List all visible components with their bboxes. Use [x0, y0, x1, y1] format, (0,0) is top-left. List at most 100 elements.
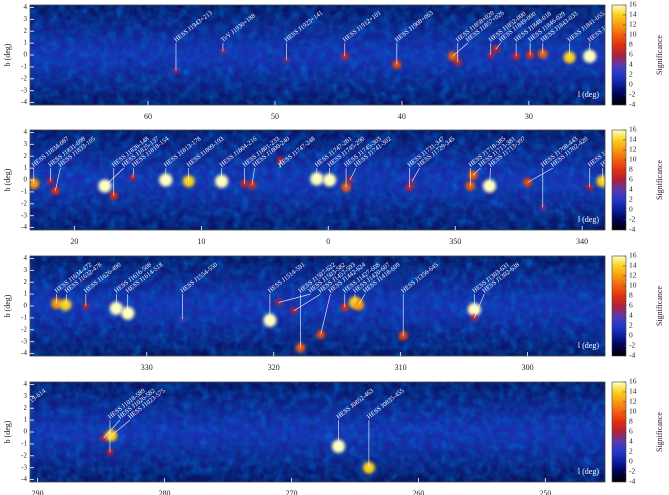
x-tick-label: 310 [395, 363, 407, 372]
y-tick-label: -4 [21, 349, 27, 357]
label-pointer [251, 168, 255, 185]
y-tick-label: 1 [24, 290, 28, 298]
y-tick-label: 0 [24, 302, 28, 310]
colorbar-tick-label: 4 [629, 60, 633, 69]
colorbar-label: Significance [655, 412, 664, 452]
x-tick-label: 260 [412, 489, 424, 495]
x-tick-label: 270 [285, 489, 297, 495]
colorbar-tick-label: 12 [629, 145, 637, 154]
colorbar-label: Significance [655, 35, 664, 75]
source-blob [275, 299, 283, 306]
y-tick-label: 1 [24, 39, 28, 47]
source-blob [482, 179, 497, 193]
y-tick-label: 2 [24, 152, 28, 160]
x-tick-label: 60 [144, 112, 152, 121]
y-tick-label: 4 [24, 128, 28, 136]
source-blob [596, 175, 605, 188]
colorbar-tick-label: 6 [629, 301, 633, 310]
colorbar-tick-label: -2 [629, 90, 635, 99]
y-tick-label: 0 [24, 428, 28, 436]
colorbar-tick-label: 10 [629, 155, 637, 164]
y-tick-label: -3 [21, 211, 27, 219]
x-tick-label: 350 [449, 237, 461, 246]
y-tick-label: -2 [21, 451, 27, 459]
x-tick-label: 330 [141, 363, 153, 372]
colorbar-tick-label: 4 [629, 437, 633, 446]
label-pointer [278, 293, 311, 303]
colorbar-tick-label: 10 [629, 30, 637, 39]
colorbar-tick-label: 14 [629, 261, 637, 270]
x-tick-label: 290 [32, 489, 44, 495]
map-noise [30, 382, 605, 482]
map: HESS J1943+213 TeV J1930+188 HESS J1923+14… [30, 5, 605, 105]
colorbar-tick-label: 16 [629, 377, 637, 386]
y-tick-label: -2 [21, 199, 27, 207]
colorbar-tick-label: -4 [629, 225, 635, 234]
x-tick-label: 280 [159, 489, 171, 495]
label-pointer [527, 167, 553, 183]
source-blob [290, 307, 298, 315]
x-tick-label: 300 [522, 363, 534, 372]
y-tick-label: 4 [24, 380, 28, 388]
colorbar-tick-label: 16 [629, 125, 637, 134]
y-tick-label: 2 [24, 27, 28, 35]
colorbar-tick-label: 14 [629, 387, 637, 396]
x-tick-label: 0 [326, 237, 330, 246]
y-tick-label: -2 [21, 325, 27, 333]
colorbar-tick-label: 10 [629, 407, 637, 416]
y-axis-label: b (deg) [3, 420, 12, 443]
label-pointer [452, 42, 468, 57]
colorbar-tick-label: 0 [629, 80, 633, 89]
colorbar-tick-label: 12 [629, 271, 637, 280]
label-pointer [358, 293, 366, 305]
colorbar-tick-label: 14 [629, 135, 637, 144]
y-tick-label: 3 [24, 140, 28, 148]
colorbar-label: Significance [655, 160, 664, 200]
colorbar-tick-label: 4 [629, 311, 633, 320]
colorbar-tick-label: 16 [629, 0, 637, 9]
y-tick-label: -4 [21, 475, 27, 483]
x-tick-label: 320 [268, 363, 280, 372]
y-tick-label: -3 [21, 463, 27, 471]
y-axis-label: b (deg) [3, 294, 12, 317]
colorbar-tick-label: -2 [629, 341, 635, 350]
colorbar-tick-label: 12 [629, 397, 637, 406]
y-tick-label: 0 [24, 51, 28, 59]
y-tick-label: 4 [24, 254, 28, 262]
colorbar-tick-label: 8 [629, 291, 633, 300]
colorbar-tick-label: 2 [629, 447, 633, 456]
colorbar-tick-label: -2 [629, 467, 635, 476]
colorbar-tick-label: -4 [629, 351, 635, 360]
colorbar-tick-label: -4 [629, 477, 635, 486]
x-tick-label: 30 [525, 112, 533, 121]
y-axis-label: b (deg) [3, 43, 12, 66]
y-tick-label: -4 [21, 98, 27, 106]
y-tick-label: 3 [24, 392, 28, 400]
y-tick-label: -3 [21, 337, 27, 345]
label-pointer [132, 168, 135, 178]
panel: HESS J1943+213 TeV J1930+188 HESS J1923+14… [3, 0, 664, 121]
colorbar-tick-label: 12 [629, 20, 637, 29]
y-axis-label: b (deg) [3, 168, 12, 191]
x-tick-label: 40 [398, 112, 406, 121]
y-tick-label: -3 [21, 86, 27, 94]
x-tick-label: 10 [197, 237, 205, 246]
source-blob [283, 56, 290, 63]
x-tick-label: 340 [576, 237, 588, 246]
colorbar-tick-label: 8 [629, 165, 633, 174]
x-tick-label: 20 [70, 237, 78, 246]
colorbar-tick-label: 14 [629, 10, 637, 19]
source-blob [182, 175, 195, 188]
label-pointer [293, 293, 321, 312]
y-tick-label: -4 [21, 223, 27, 231]
colorbar-tick-label: 2 [629, 195, 633, 204]
source-blob [30, 178, 40, 189]
colorbar-tick-label: -4 [629, 100, 635, 109]
x-tick-label: 250 [539, 489, 551, 495]
y-tick-label: 1 [24, 164, 28, 172]
